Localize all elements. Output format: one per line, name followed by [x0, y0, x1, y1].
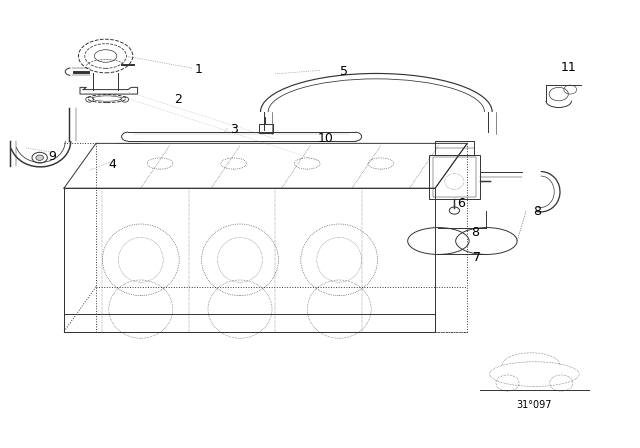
Text: 6: 6: [457, 197, 465, 211]
Text: 9: 9: [49, 150, 56, 164]
Text: 8: 8: [471, 226, 479, 240]
Bar: [433, 157, 476, 197]
Text: 2: 2: [174, 93, 182, 106]
Text: 7: 7: [473, 251, 481, 264]
Text: 5: 5: [340, 65, 348, 78]
Bar: [435, 141, 474, 155]
Circle shape: [36, 155, 44, 160]
Text: 8: 8: [534, 205, 541, 218]
Text: 1: 1: [195, 63, 202, 76]
Bar: [64, 314, 435, 332]
Text: 11: 11: [561, 60, 576, 74]
Text: 3: 3: [230, 123, 237, 137]
Text: 10: 10: [317, 132, 333, 146]
Text: 31°097: 31°097: [516, 401, 552, 410]
Bar: [259, 124, 273, 133]
Text: 4: 4: [108, 158, 116, 172]
Bar: [429, 155, 480, 199]
